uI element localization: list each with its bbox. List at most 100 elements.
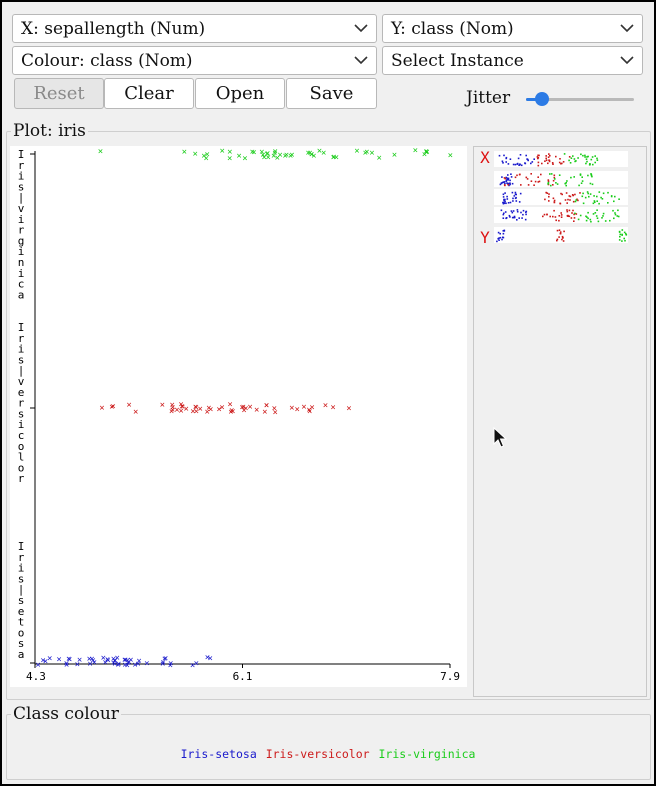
data-point[interactable]: × [174, 406, 179, 416]
data-point[interactable]: × [43, 657, 48, 667]
data-point[interactable]: × [260, 151, 265, 161]
data-point[interactable]: × [64, 660, 69, 670]
data-point[interactable]: × [272, 408, 277, 418]
data-point[interactable]: × [135, 660, 140, 670]
data-point[interactable]: × [123, 655, 128, 665]
data-point[interactable]: × [241, 406, 246, 416]
data-point[interactable]: × [241, 403, 246, 413]
data-point[interactable]: × [413, 146, 418, 156]
data-point[interactable]: × [264, 401, 269, 411]
save-button[interactable]: Save [286, 78, 377, 109]
data-point[interactable]: × [136, 656, 141, 666]
data-point[interactable]: × [330, 403, 335, 413]
instance-select[interactable]: Select Instance [382, 46, 643, 75]
data-point[interactable]: × [126, 658, 131, 668]
data-point[interactable]: × [35, 660, 40, 670]
data-point[interactable]: × [192, 150, 197, 160]
matrix-row[interactable] [494, 151, 628, 167]
data-point[interactable]: × [133, 408, 138, 418]
data-point[interactable]: × [216, 405, 221, 415]
data-point[interactable]: × [126, 401, 131, 411]
data-point[interactable]: × [392, 151, 397, 161]
data-point[interactable]: × [205, 653, 210, 663]
data-point[interactable]: × [99, 404, 104, 414]
data-point[interactable]: × [103, 658, 108, 668]
data-point[interactable]: × [307, 148, 312, 158]
data-point[interactable]: × [323, 401, 328, 411]
data-point[interactable]: × [132, 661, 137, 671]
clear-button[interactable]: Clear [104, 78, 194, 109]
data-point[interactable]: × [87, 660, 92, 670]
data-point[interactable]: × [206, 404, 211, 414]
data-point[interactable]: × [247, 403, 252, 413]
data-point[interactable]: × [122, 656, 127, 666]
data-point[interactable]: × [289, 150, 294, 160]
data-point[interactable]: × [160, 400, 165, 410]
data-point[interactable]: × [227, 147, 232, 157]
data-point[interactable]: × [64, 659, 69, 669]
data-point[interactable]: × [227, 400, 232, 410]
data-point[interactable]: × [90, 656, 95, 666]
data-point[interactable]: × [273, 147, 278, 157]
data-point[interactable]: × [424, 147, 429, 157]
data-point[interactable]: × [277, 151, 282, 161]
data-point[interactable]: × [168, 659, 173, 669]
legend-item-versicolor[interactable]: Iris-versicolor [265, 747, 370, 761]
data-point[interactable]: × [203, 154, 208, 164]
data-point[interactable]: × [204, 150, 209, 160]
data-point[interactable]: × [272, 404, 277, 414]
data-point[interactable]: × [111, 659, 116, 669]
data-point[interactable]: × [110, 402, 115, 412]
data-point[interactable]: × [317, 147, 322, 157]
matrix-row[interactable] [494, 171, 628, 187]
data-point[interactable]: × [144, 659, 149, 669]
data-point[interactable]: × [179, 402, 184, 412]
data-point[interactable]: × [111, 654, 116, 664]
data-point[interactable]: × [89, 654, 94, 664]
data-point[interactable]: × [105, 655, 110, 665]
data-point[interactable]: × [170, 406, 175, 416]
data-point[interactable]: × [228, 408, 233, 418]
data-point[interactable]: × [126, 658, 131, 668]
data-point[interactable]: × [198, 404, 203, 414]
data-point[interactable]: × [266, 153, 271, 163]
data-point[interactable]: × [264, 150, 269, 160]
data-point[interactable]: × [262, 153, 267, 163]
data-point[interactable]: × [115, 660, 120, 670]
data-point[interactable]: × [236, 151, 241, 161]
data-point[interactable]: × [163, 654, 168, 664]
data-point[interactable]: × [271, 151, 276, 161]
data-point[interactable]: × [242, 154, 247, 164]
open-button[interactable]: Open [195, 78, 285, 109]
data-point[interactable]: × [364, 148, 369, 158]
data-point[interactable]: × [112, 656, 117, 666]
legend-item-virginica[interactable]: Iris-virginica [378, 747, 476, 761]
data-point[interactable]: × [259, 147, 264, 157]
data-point[interactable]: × [288, 151, 293, 161]
data-point[interactable]: × [307, 407, 312, 417]
data-point[interactable]: × [66, 654, 71, 664]
data-point[interactable]: × [229, 406, 234, 416]
data-point[interactable]: × [448, 151, 453, 161]
data-point[interactable]: × [306, 149, 311, 159]
data-point[interactable]: × [311, 152, 316, 162]
data-point[interactable]: × [115, 654, 120, 664]
data-point[interactable]: × [321, 149, 326, 159]
data-point[interactable]: × [194, 659, 199, 669]
legend-item-setosa[interactable]: Iris-setosa [180, 747, 257, 761]
data-point[interactable]: × [250, 147, 255, 157]
data-point[interactable]: × [180, 402, 185, 412]
data-point[interactable]: × [265, 149, 270, 159]
data-point[interactable]: × [301, 403, 306, 413]
data-point[interactable]: × [101, 653, 106, 663]
data-point[interactable]: × [331, 153, 336, 163]
data-point[interactable]: × [169, 407, 174, 417]
y-axis-select[interactable]: Y: class (Nom) [382, 14, 643, 43]
data-point[interactable]: × [160, 660, 165, 670]
data-point[interactable]: × [283, 151, 288, 161]
data-point[interactable]: × [169, 400, 174, 410]
data-point[interactable]: × [294, 405, 299, 415]
data-point[interactable]: × [105, 656, 110, 666]
data-point[interactable]: × [306, 406, 311, 416]
